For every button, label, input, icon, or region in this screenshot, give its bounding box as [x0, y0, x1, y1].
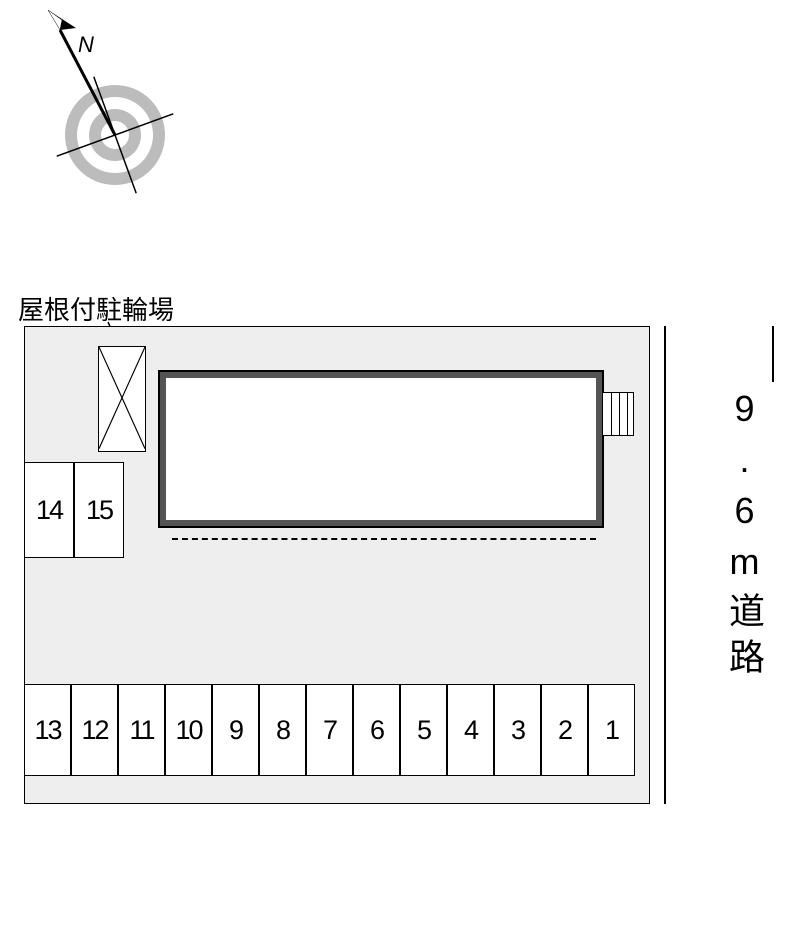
parking-number: 1	[605, 715, 618, 746]
parking-6: 6	[353, 684, 400, 776]
dash-under-building	[172, 538, 596, 540]
parking-number: 8	[276, 715, 289, 746]
bike-shed-box	[98, 346, 146, 452]
parking-10: 10	[165, 684, 212, 776]
parking-number: 7	[323, 715, 336, 746]
parking-3: 3	[494, 684, 541, 776]
parking-14: 14	[24, 462, 74, 558]
parking-number: 5	[417, 715, 430, 746]
parking-12: 12	[71, 684, 118, 776]
parking-number: 9	[229, 715, 242, 746]
parking-8: 8	[259, 684, 306, 776]
parking-13: 13	[24, 684, 71, 776]
compass: N	[30, 10, 200, 215]
parking-1: 1	[588, 684, 635, 776]
parking-9: 9	[212, 684, 259, 776]
diagram-canvas: N 屋根付駐輪場 14 15 13 12 11 10 9 8 7 6 5 4 3 2 1 9.6m道路	[0, 0, 800, 940]
parking-15: 15	[74, 462, 124, 558]
parking-number: 10	[175, 715, 201, 746]
parking-number: 14	[36, 495, 62, 526]
building	[160, 372, 602, 526]
parking-number: 3	[511, 715, 524, 746]
parking-number: 4	[464, 715, 477, 746]
road-edge-left	[664, 326, 666, 804]
parking-number: 13	[34, 715, 60, 746]
road-label: 9.6m道路	[718, 388, 770, 684]
parking-11: 11	[118, 684, 165, 776]
parking-number: 11	[129, 715, 153, 746]
bike-shed-label: 屋根付駐輪場	[18, 290, 174, 327]
parking-number: 6	[370, 715, 383, 746]
parking-2: 2	[541, 684, 588, 776]
parking-number: 2	[558, 715, 571, 746]
compass-n-label: N	[78, 32, 94, 57]
stairs	[602, 392, 634, 436]
road-edge-right	[772, 326, 774, 382]
parking-7: 7	[306, 684, 353, 776]
parking-number: 15	[86, 495, 112, 526]
parking-number: 12	[81, 715, 107, 746]
parking-4: 4	[447, 684, 494, 776]
parking-5: 5	[400, 684, 447, 776]
